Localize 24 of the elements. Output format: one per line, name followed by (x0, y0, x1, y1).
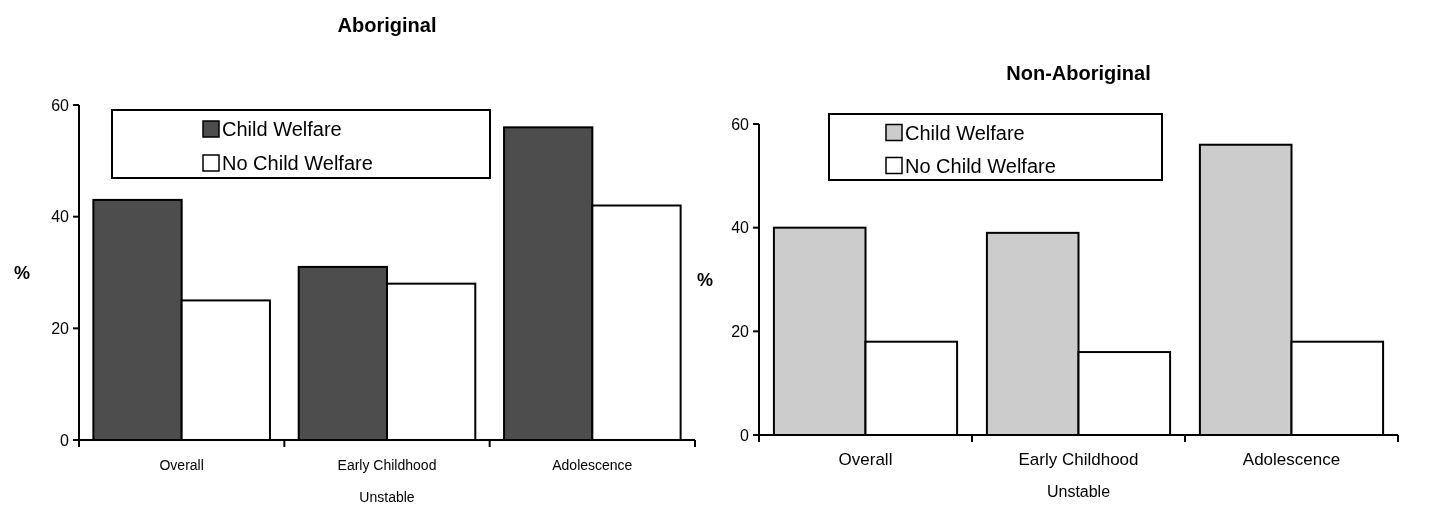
y-tick-label: 0 (60, 431, 70, 449)
x-tick-label: Overall (838, 450, 893, 469)
y-tick-label: 40 (51, 208, 70, 226)
legend-label: Child Welfare (905, 121, 1025, 144)
y-tick-label: 60 (731, 115, 750, 133)
x-tick-label: Early Childhood (1018, 450, 1139, 469)
x-axis-title: Unstable (359, 489, 415, 505)
y-tick-label: 20 (51, 319, 70, 337)
y-tick-label: 40 (731, 219, 750, 237)
x-tick-label: Adolescence (552, 457, 633, 473)
y-axis-title: % (13, 262, 31, 283)
y-tick-label: 60 (51, 96, 70, 114)
chart-title: Aboriginal (337, 14, 437, 36)
legend-label: Child Welfare (222, 118, 342, 140)
y-tick-label: 0 (740, 426, 750, 444)
chart-title: Non-Aboriginal (1006, 62, 1151, 84)
y-tick-label: 20 (731, 322, 750, 340)
y-axis-title: % (696, 269, 714, 290)
x-tick-label: Early Childhood (337, 457, 437, 473)
legend-label: No Child Welfare (905, 154, 1056, 177)
x-axis-title: Unstable (1046, 483, 1111, 500)
x-tick-label: Overall (159, 457, 204, 473)
legend-label: No Child Welfare (222, 152, 373, 174)
x-tick-label: Adolescence (1242, 450, 1341, 469)
